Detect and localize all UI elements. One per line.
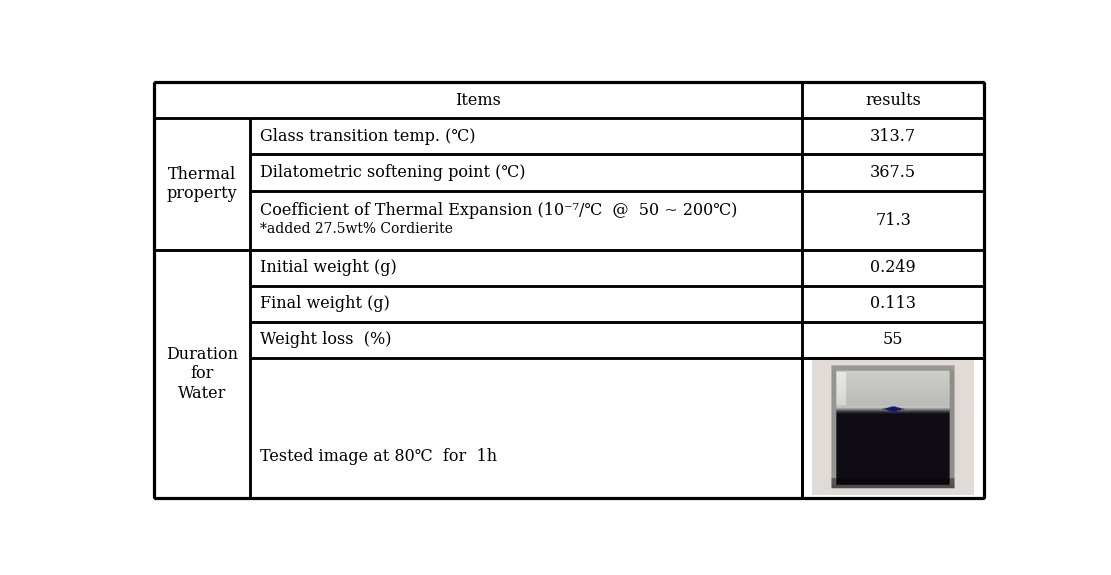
Text: Duration
for
Water: Duration for Water [167, 346, 238, 402]
Text: 313.7: 313.7 [870, 128, 917, 145]
Text: Thermal
property: Thermal property [167, 166, 238, 202]
Text: 367.5: 367.5 [870, 164, 917, 181]
Text: Initial weight (g): Initial weight (g) [260, 259, 397, 276]
Bar [250, 155, 802, 190]
Text: Coefficient of Thermal Expansion (10⁻⁷/℃  @  50 ~ 200℃): Coefficient of Thermal Expansion (10⁻⁷/℃… [260, 202, 738, 219]
Text: Dilatometric softening point (℃): Dilatometric softening point (℃) [260, 164, 526, 181]
Text: Weight loss  (%): Weight loss (%) [260, 331, 392, 348]
Bar [802, 190, 984, 250]
Bar [802, 82, 984, 118]
Text: 71.3: 71.3 [875, 212, 911, 228]
Bar [250, 322, 802, 358]
Bar [802, 155, 984, 190]
Bar [154, 250, 250, 499]
Text: *added 27.5wt% Cordierite: *added 27.5wt% Cordierite [260, 223, 453, 236]
Text: 0.249: 0.249 [870, 259, 915, 276]
Bar [250, 358, 802, 499]
Text: Items: Items [456, 92, 501, 109]
Text: Final weight (g): Final weight (g) [260, 295, 390, 312]
Text: Tested image at 80℃  for  1h: Tested image at 80℃ for 1h [260, 448, 498, 465]
Bar [250, 250, 802, 286]
Bar [250, 190, 802, 250]
Bar [802, 322, 984, 358]
Bar [154, 118, 250, 250]
Text: results: results [865, 92, 921, 109]
Bar [802, 286, 984, 322]
Text: 55: 55 [883, 331, 903, 348]
Bar [802, 250, 984, 286]
Bar [802, 358, 984, 499]
Bar [802, 118, 984, 155]
Bar [154, 82, 802, 118]
Text: 0.113: 0.113 [870, 295, 917, 312]
Text: Glass transition temp. (℃): Glass transition temp. (℃) [260, 128, 476, 145]
Bar [250, 118, 802, 155]
Bar [250, 286, 802, 322]
